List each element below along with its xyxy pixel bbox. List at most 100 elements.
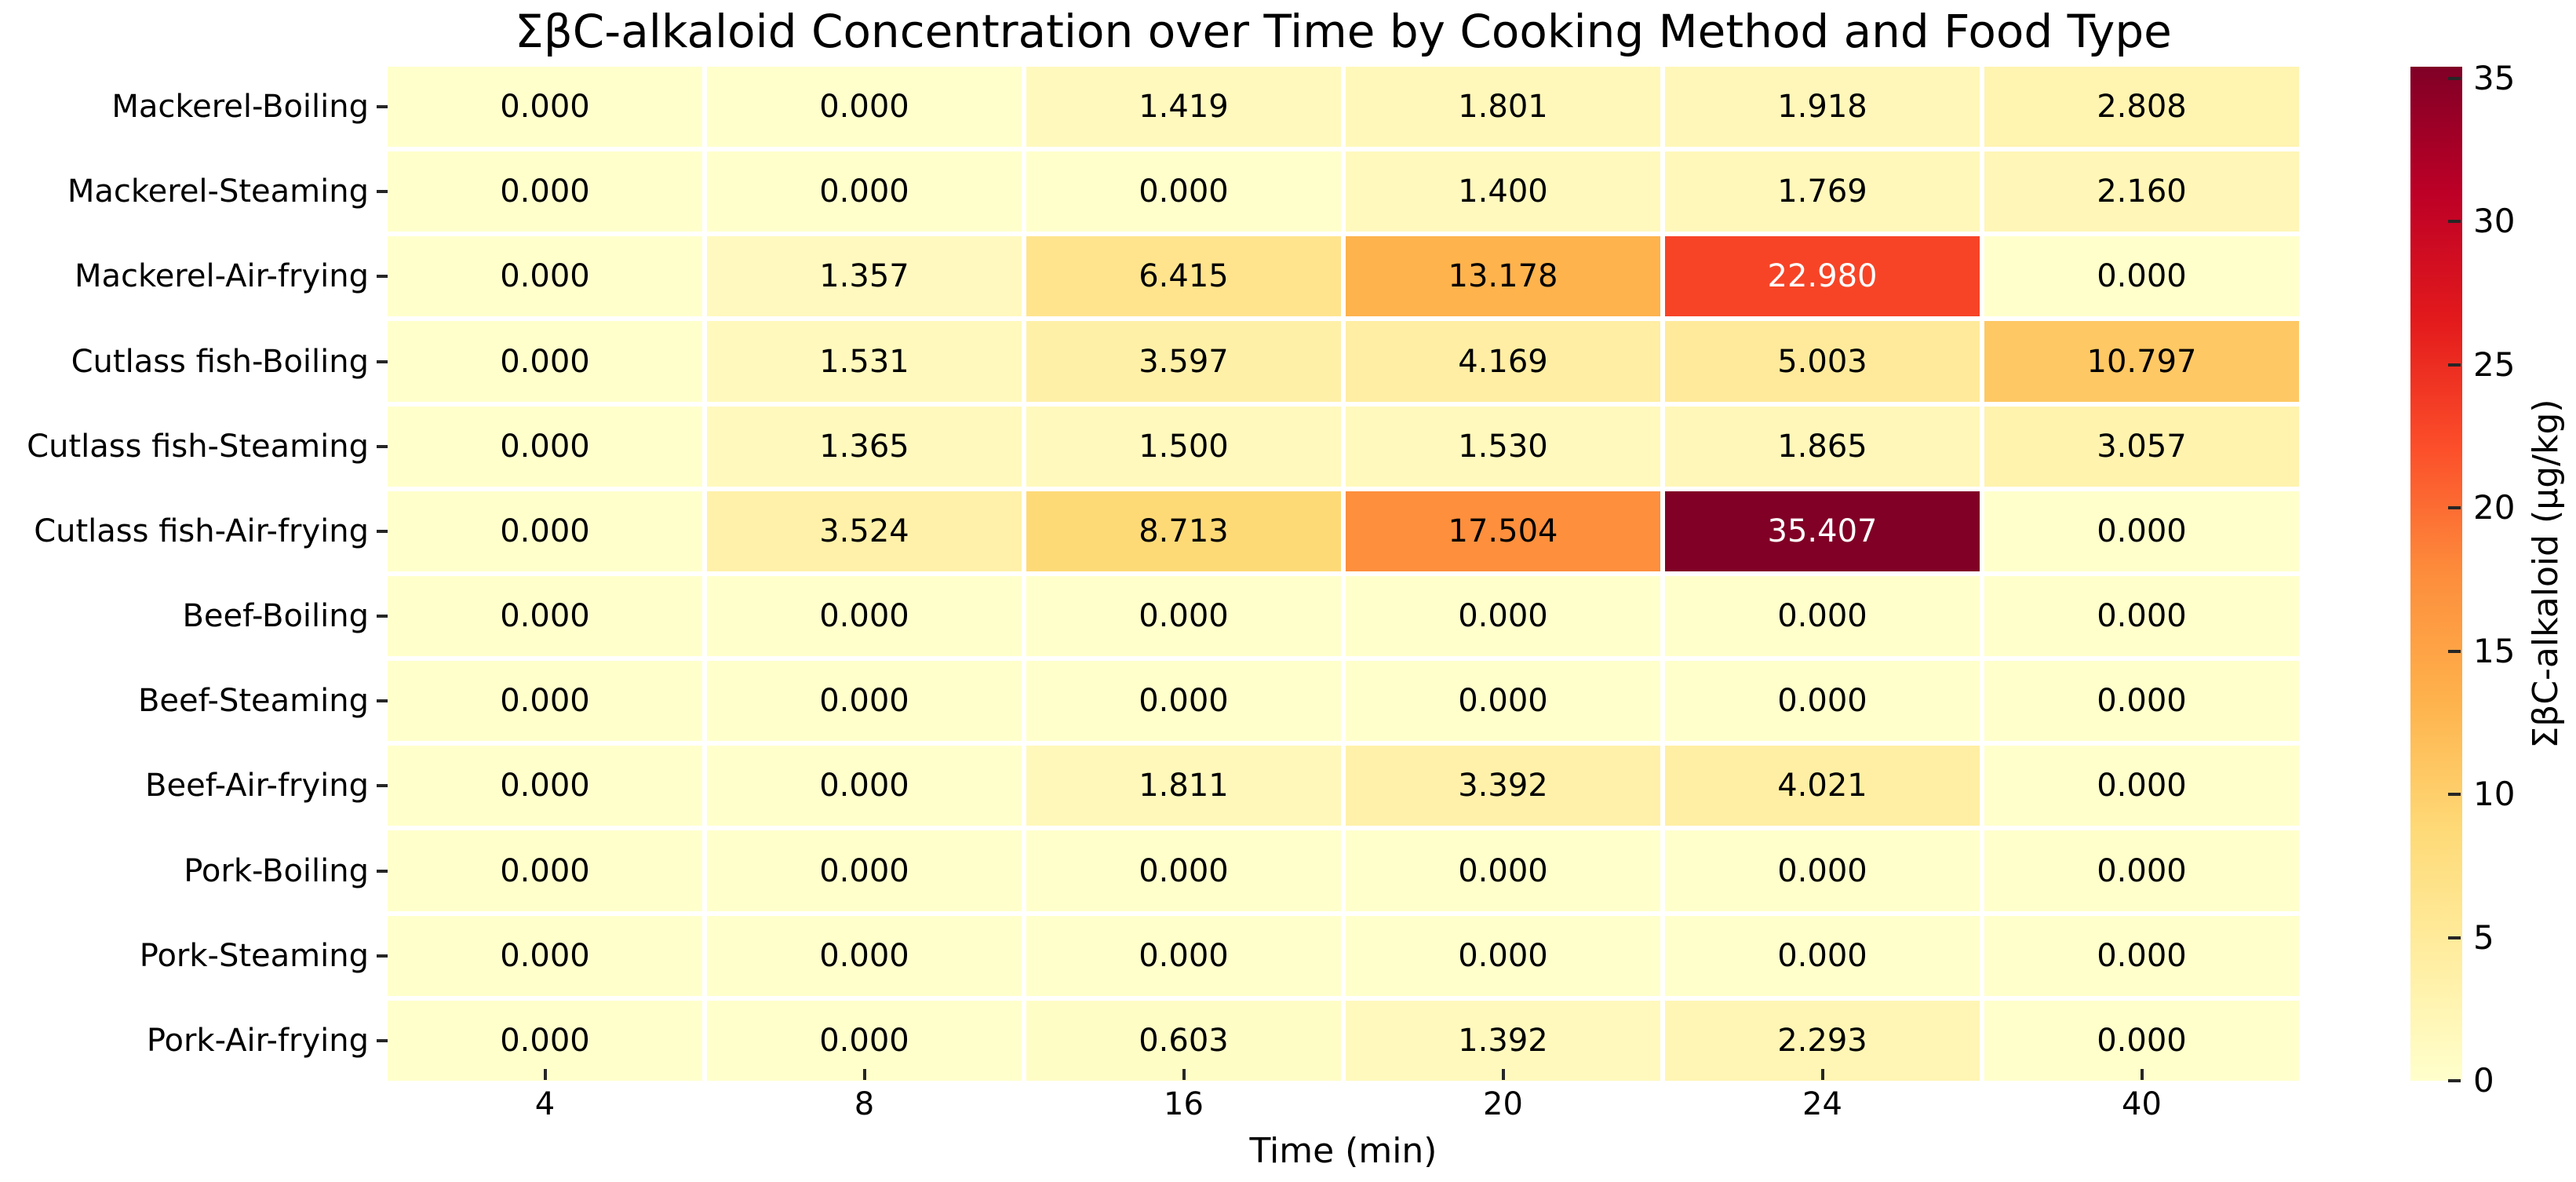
colorbar-tick-mark [2448, 936, 2461, 939]
heatmap-cell: 0.000 [1665, 575, 1980, 657]
y-tick-label: Mackerel-Boiling [111, 89, 369, 126]
heatmap-cell: 1.500 [1026, 406, 1341, 487]
y-tick-mark [377, 576, 389, 656]
heatmap-cell: 2.160 [1984, 151, 2299, 232]
colorbar-tick-label: 0 [2473, 1061, 2494, 1100]
heatmap-cell: 0.000 [1346, 575, 1660, 657]
heatmap-cell: 3.524 [707, 491, 1022, 571]
heatmap-cell: 1.865 [1665, 406, 1980, 487]
y-tick-label: Pork-Steaming [139, 937, 369, 974]
heatmap-cell: 1.918 [1665, 67, 1980, 148]
y-tick-label: Pork-Air-frying [146, 1022, 369, 1059]
heatmap-cell: 0.000 [388, 236, 702, 317]
heatmap-cell: 0.000 [388, 575, 702, 657]
x-tick-label: 40 [2122, 1086, 2162, 1122]
colorbar-tick-mark [2448, 506, 2461, 510]
heatmap-cell: 0.000 [707, 575, 1022, 657]
colorbar-tick-label: 25 [2473, 345, 2516, 384]
heatmap-cell: 3.392 [1346, 746, 1660, 826]
y-tick-mark [377, 321, 389, 401]
heatmap-cell: 4.021 [1665, 746, 1980, 826]
y-tick-mark [377, 491, 389, 571]
heatmap-cell: 0.000 [1984, 1000, 2299, 1081]
x-tick-mark [707, 1069, 1022, 1080]
colorbar-tick-label: 35 [2473, 58, 2516, 97]
heatmap-cell: 0.000 [1026, 830, 1341, 911]
x-axis-title: Time (min) [1249, 1131, 1437, 1171]
y-axis-labels: Mackerel-Boiling Mackerel-Steaming Mackere… [0, 67, 369, 1081]
heatmap-cell: 1.811 [1026, 746, 1341, 826]
x-tick-label: 20 [1483, 1086, 1523, 1122]
colorbar-label: ΣβC-alkaloid (µg/kg) [2526, 399, 2566, 749]
heatmap-cell: 0.000 [707, 67, 1022, 148]
heatmap-cell: 2.808 [1984, 67, 2299, 148]
heatmap-cell: 1.769 [1665, 151, 1980, 232]
heatmap-cell: 1.365 [707, 406, 1022, 487]
x-axis-tick-marks [388, 1069, 2299, 1080]
heatmap-cell: 0.000 [707, 1000, 1022, 1081]
y-tick-mark [377, 916, 389, 996]
x-tick-label: 24 [1802, 1086, 1842, 1122]
heatmap-cell: 0.000 [388, 321, 702, 402]
heatmap-cell: 10.797 [1984, 321, 2299, 402]
heatmap-cell: 1.357 [707, 236, 1022, 317]
heatmap-cell: 0.000 [388, 151, 702, 232]
heatmap-cell: 17.504 [1346, 491, 1660, 571]
colorbar-tick-mark [2448, 1079, 2461, 1082]
heatmap-cell: 0.000 [388, 915, 702, 996]
x-tick-label: 4 [534, 1086, 556, 1122]
y-tick-mark [377, 407, 389, 487]
y-tick-mark [377, 1001, 389, 1081]
y-tick-mark [377, 67, 389, 147]
y-tick-label: Mackerel-Air-frying [74, 258, 369, 295]
heatmap-cell: 1.419 [1026, 67, 1341, 148]
heatmap-cell: 0.000 [1665, 661, 1980, 742]
heatmap-cell: 0.000 [1984, 830, 2299, 911]
heatmap-cell: 0.000 [707, 830, 1022, 911]
heatmap-cell: 0.000 [1984, 575, 2299, 657]
heatmap-cell: 4.169 [1346, 321, 1660, 402]
x-axis-labels: 4 8 16 20 24 40 [388, 1086, 2299, 1122]
heatmap-cell: 0.000 [1984, 491, 2299, 571]
colorbar-tick-label: 15 [2473, 631, 2516, 670]
heatmap-cell: 5.003 [1665, 321, 1980, 402]
heatmap-grid: 0.000 0.000 1.419 1.801 1.918 2.808 0.000 0.000… [388, 67, 2299, 1081]
heatmap-cell: 0.000 [388, 491, 702, 571]
colorbar-tick-label: 30 [2473, 202, 2516, 241]
heatmap-cell: 0.000 [1026, 575, 1341, 657]
heatmap-cell: 1.400 [1346, 151, 1660, 232]
colorbar-tick-mark [2448, 363, 2461, 367]
heatmap-cell: 0.000 [707, 661, 1022, 742]
x-tick-mark [1346, 1069, 1660, 1080]
colorbar-tick-mark [2448, 220, 2461, 224]
heatmap-cell: 8.713 [1026, 491, 1341, 571]
heatmap-cell: 0.000 [388, 830, 702, 911]
heatmap-cell: 0.000 [1346, 661, 1660, 742]
heatmap-cell: 3.597 [1026, 321, 1341, 402]
y-tick-label: Beef-Boiling [182, 598, 369, 635]
heatmap-cell: 0.000 [1984, 661, 2299, 742]
heatmap-cell: 0.000 [707, 151, 1022, 232]
heatmap-cell: 0.000 [1346, 830, 1660, 911]
heatmap-cell: 0.000 [707, 746, 1022, 826]
y-tick-label: Cutlass fish-Air-frying [34, 513, 369, 549]
x-tick-label: 16 [1164, 1086, 1204, 1122]
heatmap-cell: 0.603 [1026, 1000, 1341, 1081]
y-tick-mark [377, 661, 389, 741]
colorbar-tick-mark [2448, 793, 2461, 797]
heatmap-cell: 0.000 [1984, 236, 2299, 317]
colorbar-tick-label: 20 [2473, 488, 2516, 527]
y-tick-label: Cutlass fish-Boiling [71, 343, 369, 380]
colorbar-gradient [2410, 67, 2462, 1081]
heatmap-cell: 1.530 [1346, 406, 1660, 487]
y-tick-label: Beef-Air-frying [145, 768, 369, 804]
heatmap-cell: 1.801 [1346, 67, 1660, 148]
y-tick-label: Mackerel-Steaming [67, 173, 369, 210]
x-tick-label: 8 [854, 1086, 875, 1122]
y-tick-label: Pork-Boiling [184, 852, 369, 889]
y-axis-tick-marks [377, 67, 389, 1081]
y-tick-label: Beef-Steaming [137, 683, 369, 720]
heatmap-cell: 0.000 [1665, 830, 1980, 911]
heatmap-cell: 35.407 [1665, 491, 1980, 571]
